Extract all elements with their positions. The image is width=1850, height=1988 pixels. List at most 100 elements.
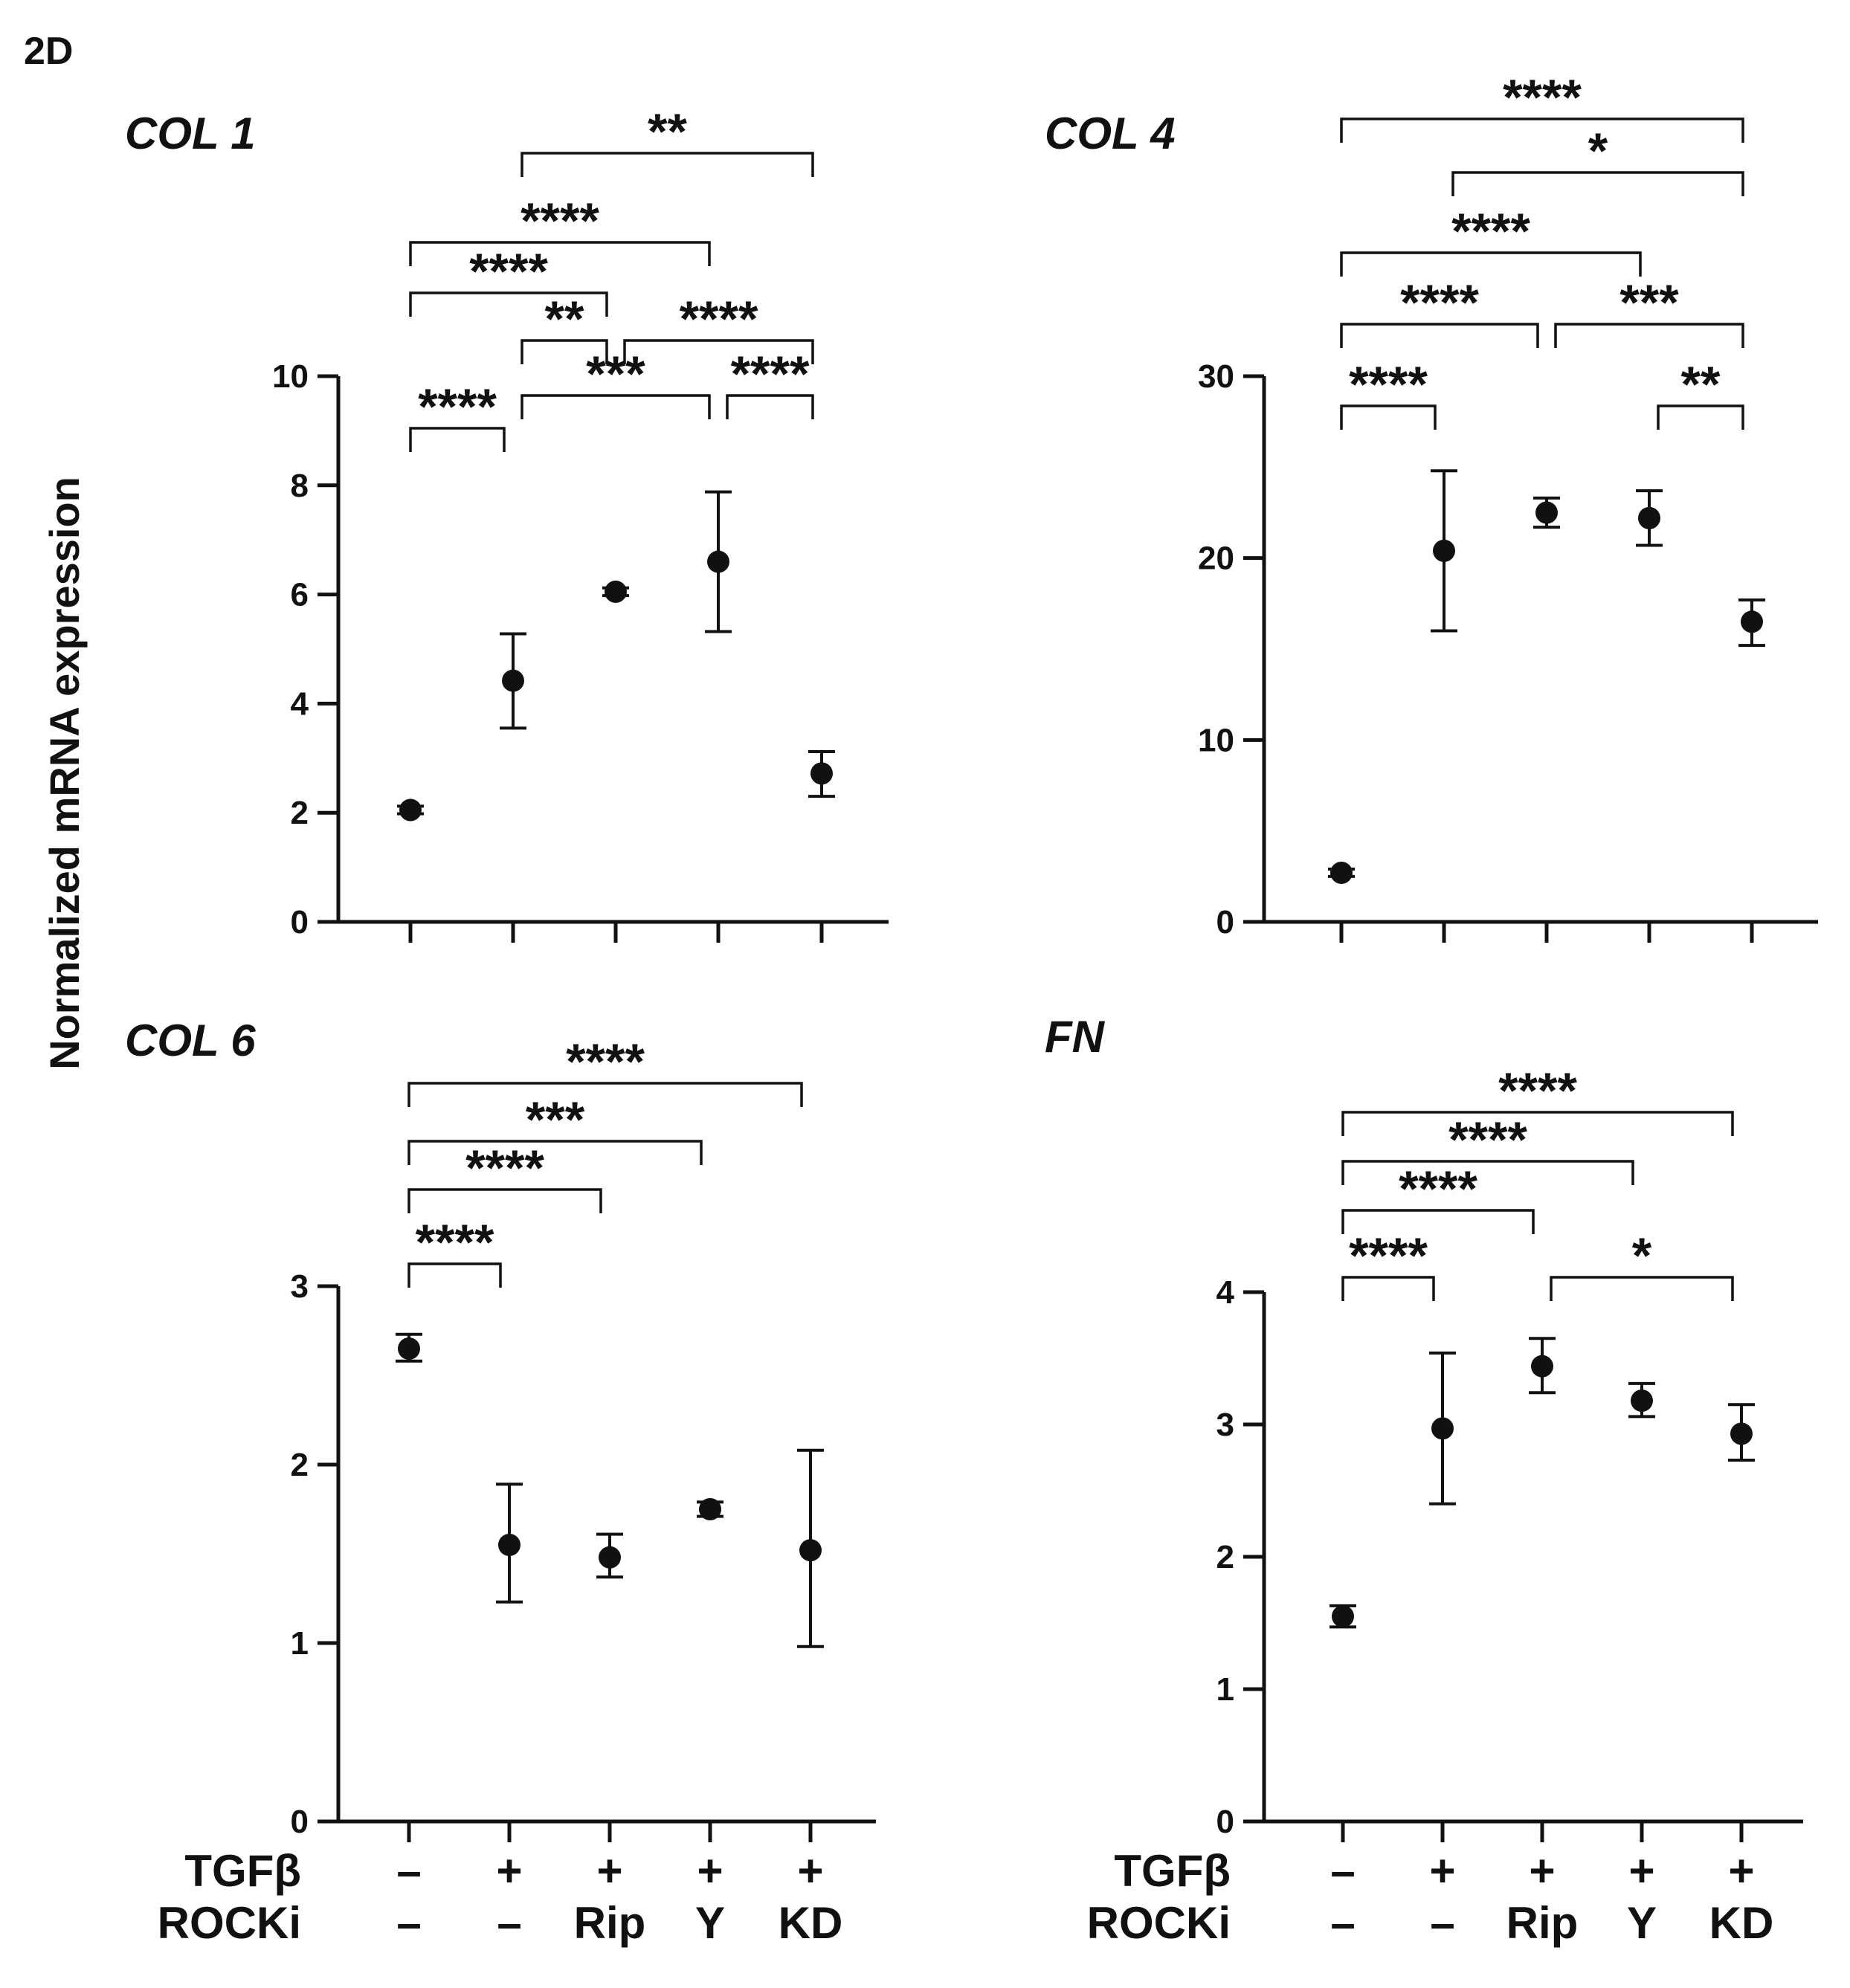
y-tick-label: 2 [291,1447,309,1483]
data-point [1638,506,1660,529]
significance-bracket [1550,1276,1734,1301]
data-point [1741,610,1763,633]
rocki-value: Y [695,1898,725,1948]
significance-label: **** [1349,1227,1428,1284]
significance-bracket [407,1262,502,1288]
data-point [502,669,524,692]
y-tick-label: 20 [1198,540,1234,577]
significance-label: * [1632,1227,1652,1284]
significance-bracket [407,1188,602,1213]
significance-bracket [409,427,506,452]
data-point [599,1546,621,1569]
tgfb-value: + [596,1846,622,1896]
tgfb-value: + [697,1846,723,1896]
significance-label: *** [1619,274,1679,331]
significance-label: ** [545,291,584,347]
tgfb-value: – [1330,1846,1355,1896]
significance-label: ** [1681,356,1721,413]
rocki-value: – [396,1898,421,1948]
y-tick-label: 6 [291,577,309,613]
data-point [605,580,627,603]
significance-bracket [1657,404,1744,430]
chart-title: COL 1 [125,109,256,158]
significance-bracket [1451,171,1744,196]
rocki-value: Rip [1506,1898,1579,1948]
significance-label: **** [680,291,758,347]
rocki-value: KD [779,1898,843,1948]
y-tick-label: 3 [1216,1407,1234,1443]
rocki-value: – [1330,1898,1355,1948]
significance-bracket [409,291,608,317]
significance-bracket [1340,251,1642,277]
data-point [1730,1422,1753,1445]
rocki-value: – [497,1898,521,1948]
significance-label: **** [465,1140,544,1196]
rocki-value: – [1430,1898,1454,1948]
significance-bracket [409,241,711,266]
rocki-value: Y [1627,1898,1657,1948]
rocki-value: KD [1709,1898,1774,1948]
significance-bracket [1340,117,1744,143]
tgfb-row-label: TGFβ [184,1846,301,1896]
data-point [1431,1417,1454,1440]
y-tick-label: 30 [1198,358,1234,395]
significance-bracket [407,1082,803,1107]
y-tick-label: 4 [291,685,309,722]
significance-label: **** [418,378,497,435]
rocki-value: Rip [574,1898,646,1948]
tgfb-value: + [797,1846,823,1896]
y-axis-label: Normalized mRNA expression [41,477,88,1070]
rocki-row-label: ROCKi [158,1898,301,1948]
tgfb-value: + [1628,1846,1654,1896]
data-point [1535,501,1558,524]
significance-bracket [407,1140,703,1165]
significance-label: **** [1451,203,1530,259]
significance-label: *** [526,1091,585,1148]
data-point [707,550,729,573]
condition-labels-left: TGFβ – + + + +ROCKi – – Rip Y KD [158,1846,843,1948]
significance-bracket [520,152,814,177]
tgfb-value: + [1529,1846,1555,1896]
significance-bracket [1341,1276,1435,1301]
y-tick-label: 0 [291,904,309,940]
tgfb-value: + [1728,1846,1754,1896]
significance-bracket [1340,404,1437,430]
data-point [398,1337,420,1360]
significance-label: **** [566,1033,645,1090]
tgfb-value: + [1429,1846,1455,1896]
chart-title: COL 4 [1045,109,1176,158]
rocki-row-label: ROCKi [1087,1898,1231,1948]
significance-label: **** [1448,1111,1527,1168]
significance-label: **** [1399,1161,1477,1217]
significance-bracket [1554,323,1744,348]
significance-bracket [1341,1209,1535,1234]
y-tick-label: 0 [1216,904,1234,940]
significance-label: * [1588,123,1608,179]
significance-label: ** [648,103,687,160]
significance-label: **** [1503,69,1582,126]
data-point [699,1498,721,1520]
y-tick-label: 3 [291,1268,309,1305]
y-tick-label: 10 [272,358,309,395]
significance-label: **** [469,243,548,300]
data-point [1433,539,1455,562]
significance-label: **** [731,346,810,402]
y-tick-label: 2 [1216,1539,1234,1575]
significance-bracket [726,394,814,419]
significance-label: **** [1498,1062,1577,1119]
y-tick-label: 1 [291,1625,309,1662]
data-point [810,762,833,785]
tgfb-value: + [496,1846,522,1896]
significance-bracket [1340,323,1539,348]
y-tick-label: 10 [1198,722,1234,758]
data-point [1631,1389,1653,1412]
significance-bracket [623,339,814,364]
panel-label: 2D [24,30,73,73]
data-point [498,1534,520,1556]
significance-label: **** [1400,274,1479,331]
y-tick-label: 0 [291,1804,309,1840]
tgfb-row-label: TGFβ [1114,1846,1231,1896]
data-point [1332,1605,1354,1628]
